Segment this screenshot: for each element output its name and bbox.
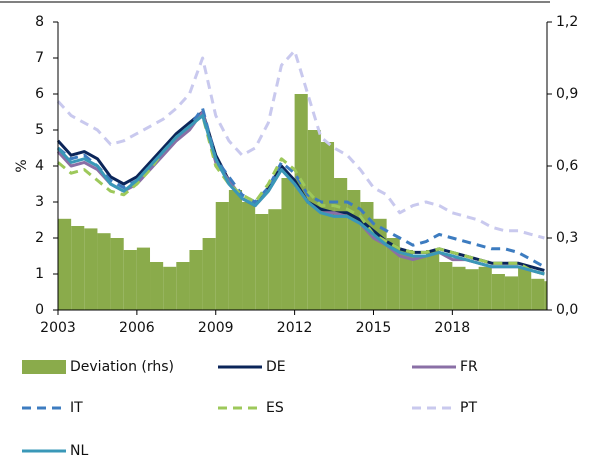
y2-tick-label: 0,0 (556, 302, 578, 318)
bar (412, 257, 427, 310)
bar (531, 278, 545, 310)
bar (189, 250, 203, 310)
bar (163, 266, 177, 310)
y-tick-label: 8 (35, 14, 44, 30)
bar (58, 218, 72, 310)
legend-label: FR (460, 359, 478, 375)
legend-label: PT (460, 400, 477, 416)
bar (544, 281, 547, 310)
bar (136, 247, 151, 310)
legend-label: DE (266, 359, 286, 375)
bar (215, 202, 229, 310)
bar (150, 262, 164, 310)
bar (426, 250, 440, 310)
legend-swatch (22, 360, 66, 374)
bar (399, 250, 413, 310)
x-tick-label: 2006 (119, 320, 155, 336)
bar (84, 228, 98, 310)
bar (452, 266, 466, 310)
y-tick-label: 2 (35, 230, 44, 246)
y-tick-label: 1 (35, 266, 44, 282)
y-axis-title: % (14, 159, 30, 172)
line-series (57, 114, 545, 276)
bar (518, 266, 532, 310)
y-tick-label: 0 (35, 302, 44, 318)
y2-tick-label: 1,2 (556, 14, 578, 30)
bar (465, 269, 479, 310)
y-tick-label: 5 (35, 122, 44, 138)
x-tick-label: 2018 (435, 320, 471, 336)
bar (491, 274, 505, 310)
bar (386, 238, 400, 310)
bar (123, 250, 137, 310)
legend-label: NL (70, 443, 88, 457)
legend-label: IT (70, 400, 83, 416)
bar (242, 202, 256, 310)
y2-tick-label: 0,9 (556, 86, 578, 102)
legend-label: Deviation (rhs) (70, 359, 174, 375)
y-tick-label: 3 (35, 194, 44, 210)
bar (228, 190, 243, 310)
y2-tick-label: 0,6 (556, 158, 578, 174)
bar (439, 262, 453, 310)
bar (71, 226, 85, 310)
y-tick-label: 6 (35, 86, 44, 102)
bar (320, 142, 335, 310)
x-tick-label: 2003 (40, 320, 76, 336)
x-tick-label: 2012 (277, 320, 313, 336)
bar (307, 130, 321, 310)
y-tick-label: 7 (35, 50, 44, 66)
bar (478, 266, 492, 310)
bar (504, 276, 519, 310)
bar (255, 214, 269, 310)
bar (202, 238, 216, 310)
legend-label: ES (266, 400, 284, 416)
y2-tick-label: 0,3 (556, 230, 578, 246)
y-tick-label: 4 (35, 158, 44, 174)
bar (347, 190, 361, 310)
bar (110, 238, 124, 310)
x-tick-label: 2009 (198, 320, 234, 336)
line-series (57, 106, 546, 269)
bar (334, 178, 348, 310)
line-series (56, 49, 545, 240)
bar (176, 262, 190, 310)
bar (268, 209, 282, 310)
bar (97, 233, 111, 310)
x-tick-label: 2015 (356, 320, 392, 336)
bar (294, 94, 308, 310)
bar (281, 178, 295, 310)
line-series (56, 114, 545, 276)
